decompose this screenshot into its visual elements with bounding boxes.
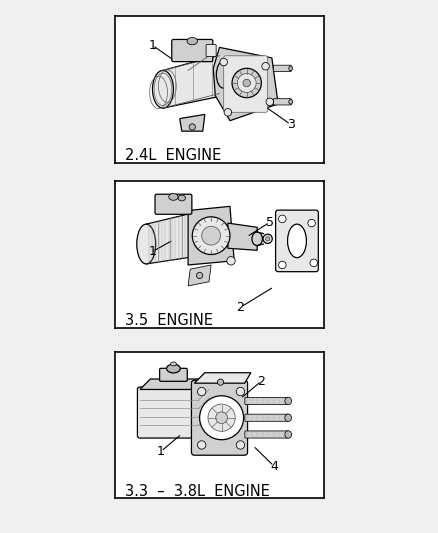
FancyBboxPatch shape bbox=[191, 380, 247, 455]
Text: 1: 1 bbox=[148, 245, 156, 258]
Text: 2: 2 bbox=[257, 375, 265, 387]
FancyBboxPatch shape bbox=[137, 387, 201, 438]
Ellipse shape bbox=[288, 100, 292, 104]
Polygon shape bbox=[187, 265, 211, 286]
Ellipse shape bbox=[251, 232, 262, 246]
Text: 5: 5 bbox=[265, 216, 273, 229]
Circle shape bbox=[278, 215, 286, 223]
Ellipse shape bbox=[284, 397, 291, 405]
FancyBboxPatch shape bbox=[205, 44, 215, 56]
FancyBboxPatch shape bbox=[171, 39, 212, 62]
Circle shape bbox=[226, 256, 235, 265]
FancyBboxPatch shape bbox=[275, 210, 318, 272]
Ellipse shape bbox=[287, 224, 306, 257]
Polygon shape bbox=[194, 373, 251, 383]
Text: 1: 1 bbox=[148, 39, 156, 52]
Text: 3.3  –  3.8L  ENGINE: 3.3 – 3.8L ENGINE bbox=[125, 483, 269, 498]
Polygon shape bbox=[146, 213, 194, 264]
Ellipse shape bbox=[137, 224, 155, 264]
Circle shape bbox=[197, 387, 205, 395]
Circle shape bbox=[192, 217, 230, 255]
Polygon shape bbox=[227, 223, 257, 251]
FancyBboxPatch shape bbox=[159, 368, 187, 381]
Text: 3.5  ENGINE: 3.5 ENGINE bbox=[125, 313, 213, 328]
Circle shape bbox=[223, 109, 231, 116]
Ellipse shape bbox=[178, 195, 185, 201]
Circle shape bbox=[278, 261, 286, 269]
FancyBboxPatch shape bbox=[273, 99, 291, 105]
Polygon shape bbox=[162, 54, 223, 108]
Ellipse shape bbox=[216, 61, 230, 88]
Circle shape bbox=[208, 404, 235, 431]
Circle shape bbox=[265, 98, 273, 106]
Ellipse shape bbox=[288, 66, 292, 71]
Ellipse shape bbox=[166, 364, 180, 373]
Ellipse shape bbox=[168, 193, 178, 200]
Circle shape bbox=[232, 68, 261, 98]
Circle shape bbox=[201, 226, 220, 245]
Circle shape bbox=[309, 259, 317, 266]
FancyBboxPatch shape bbox=[244, 431, 288, 438]
Polygon shape bbox=[179, 115, 205, 131]
Text: 3: 3 bbox=[286, 118, 294, 131]
Circle shape bbox=[219, 58, 227, 66]
Circle shape bbox=[236, 441, 244, 449]
Circle shape bbox=[307, 220, 314, 227]
FancyBboxPatch shape bbox=[244, 414, 288, 421]
Polygon shape bbox=[140, 379, 208, 390]
Circle shape bbox=[197, 441, 205, 449]
Circle shape bbox=[199, 395, 243, 440]
FancyBboxPatch shape bbox=[155, 194, 191, 214]
Ellipse shape bbox=[187, 37, 197, 45]
Circle shape bbox=[215, 412, 227, 424]
Circle shape bbox=[196, 272, 202, 279]
Text: 1: 1 bbox=[156, 445, 164, 458]
Ellipse shape bbox=[284, 414, 291, 422]
Polygon shape bbox=[198, 379, 208, 435]
Polygon shape bbox=[213, 47, 278, 120]
Circle shape bbox=[237, 74, 255, 92]
Circle shape bbox=[261, 62, 269, 70]
Ellipse shape bbox=[170, 362, 176, 366]
Circle shape bbox=[262, 234, 272, 244]
FancyBboxPatch shape bbox=[223, 56, 267, 112]
Circle shape bbox=[189, 124, 195, 130]
Ellipse shape bbox=[284, 431, 291, 438]
FancyBboxPatch shape bbox=[273, 65, 291, 71]
Text: 2: 2 bbox=[236, 301, 244, 314]
Polygon shape bbox=[187, 206, 233, 265]
Circle shape bbox=[265, 237, 269, 241]
Text: 2.4L  ENGINE: 2.4L ENGINE bbox=[125, 148, 221, 163]
Circle shape bbox=[242, 79, 250, 87]
Ellipse shape bbox=[152, 70, 173, 108]
Circle shape bbox=[236, 387, 244, 395]
FancyBboxPatch shape bbox=[244, 398, 288, 405]
Text: 4: 4 bbox=[269, 459, 277, 473]
Circle shape bbox=[217, 379, 223, 385]
